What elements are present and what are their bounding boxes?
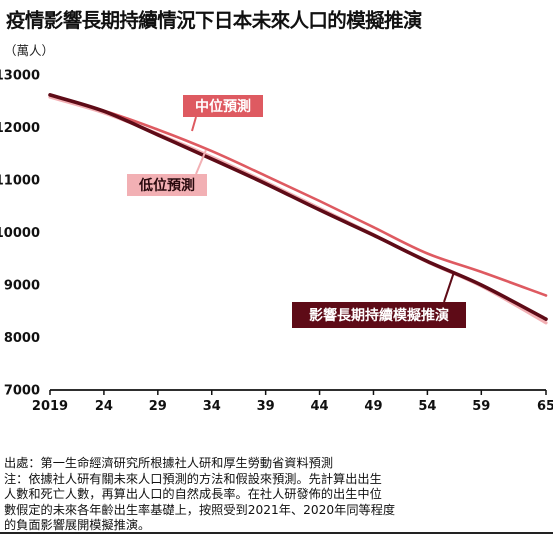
simulation-line: [48, 93, 548, 321]
median-projection-line: [48, 94, 548, 297]
median-box: [183, 95, 263, 117]
footnote-line-3: 數假定的未來各年齡出生率基礎上，按照受到2021年、2020年同等程度: [4, 502, 396, 517]
low-callout: 低位預測: [127, 149, 207, 196]
y-tick-label: 13000: [0, 69, 40, 84]
simulation-callout: 影響長期持續模擬推演: [292, 271, 466, 328]
footnote-line-4: 的負面影響展開模擬推演。: [4, 518, 151, 532]
series-lines: [48, 93, 548, 325]
footnote-line-2: 人數和死亡人數，再算出人口的自然成長率。在社人研發佈的出生中位: [4, 487, 382, 501]
x-tick-label: 44: [311, 399, 329, 414]
low-label: 低位預測: [138, 177, 195, 194]
median-callout: 中位預測: [183, 95, 263, 132]
chart-notes: 出處：第一生命經濟研究所根據社人研和厚生勞動省資料預測 注：依據社人研有關未來人…: [4, 456, 474, 534]
x-tick-label: 59: [472, 399, 490, 414]
low-projection-line: [48, 95, 548, 325]
y-tick-label: 8000: [4, 331, 40, 346]
low-leader-line: [195, 149, 207, 175]
simulation-label: 影響長期持續模擬推演: [309, 307, 449, 324]
footnote-line-1: 注：依據社人研有關未來人口預測的方法和假設來預測。先計算出出生: [4, 471, 382, 486]
y-tick-label: 9000: [4, 279, 40, 294]
y-tick-label: 10000: [0, 226, 40, 241]
chart-title: 疫情影響長期持續情況下日本未來人口的模擬推演: [6, 9, 422, 32]
y-tick-label: 12000: [0, 121, 40, 136]
x-tick-label: 2019: [32, 399, 68, 414]
source-note: 出處：第一生命經濟研究所根據社人研和厚生勞動省資料預測: [4, 456, 334, 470]
median-leader-line: [191, 116, 197, 132]
axes: （萬人） 7000 8000 9000 10000 11000 12000 13000 2019…: [0, 43, 553, 414]
x-tick-label: 49: [364, 399, 382, 414]
x-tick-label: 65: [537, 399, 553, 414]
median-label: 中位預測: [195, 98, 251, 115]
x-tick-label: 24: [95, 399, 113, 414]
x-tick-label: 34: [203, 399, 221, 414]
x-tick-label: 39: [257, 399, 275, 414]
simulation-box: [292, 302, 466, 328]
low-box: [127, 174, 207, 196]
bottom-rule: [0, 532, 553, 534]
simulation-leader-line: [443, 271, 455, 303]
x-tick-label: 54: [418, 399, 436, 414]
y-tick-label: 11000: [0, 174, 40, 189]
y-unit-label: （萬人）: [4, 43, 54, 58]
x-tick-label: 29: [149, 399, 167, 414]
y-tick-label: 7000: [4, 384, 40, 399]
